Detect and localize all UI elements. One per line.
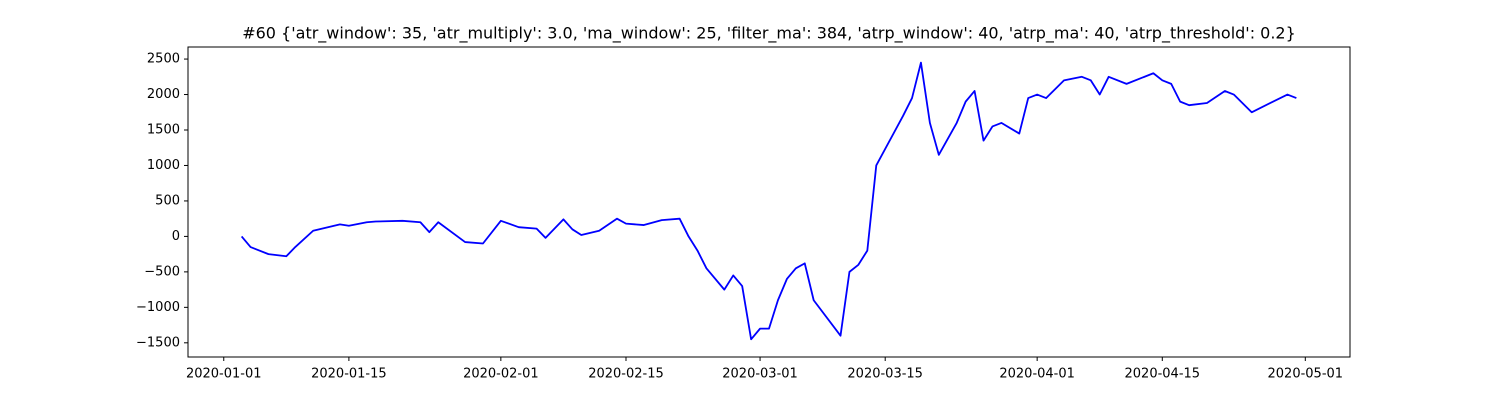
y-tick-label: 500 — [155, 193, 180, 208]
y-tick-label: 1500 — [147, 122, 180, 137]
y-tick-label: −1500 — [136, 335, 180, 350]
y-tick-label: 2000 — [147, 87, 180, 102]
chart-title: #60 {'atr_window': 35, 'atr_multiply': 3… — [242, 24, 1296, 44]
y-tick-label: −1000 — [136, 300, 180, 315]
x-tick-label: 2020-05-01 — [1268, 367, 1344, 382]
x-tick-label: 2020-03-15 — [847, 367, 923, 382]
y-tick-label: 0 — [172, 229, 180, 244]
x-tick-label: 2020-01-01 — [186, 367, 262, 382]
y-tick-label: 1000 — [147, 158, 180, 173]
x-tick-label: 2020-02-01 — [463, 367, 539, 382]
axes-frame — [187, 46, 1351, 358]
y-tick-label: 2500 — [147, 52, 180, 67]
x-tick-label: 2020-02-15 — [588, 367, 664, 382]
x-tick-label: 2020-03-01 — [722, 367, 798, 382]
x-tick-label: 2020-01-15 — [311, 367, 387, 382]
x-tick-label: 2020-04-01 — [999, 367, 1075, 382]
y-tick-label: −500 — [144, 264, 180, 279]
x-tick-label: 2020-04-15 — [1125, 367, 1201, 382]
data-line — [240, 61, 1297, 341]
